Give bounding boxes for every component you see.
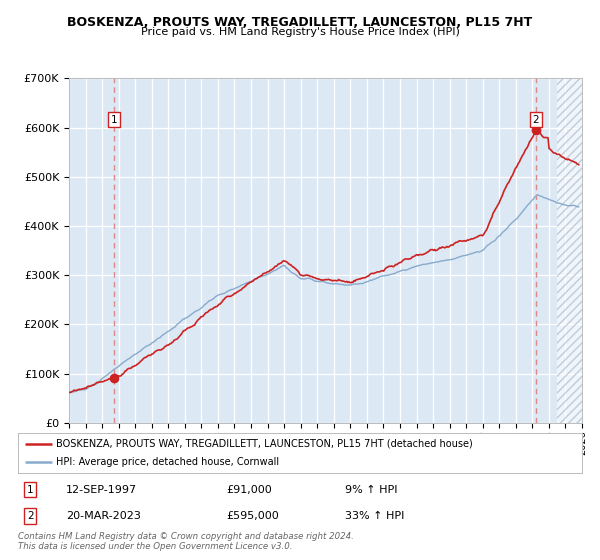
Text: 20-MAR-2023: 20-MAR-2023 bbox=[66, 511, 141, 521]
Text: 1: 1 bbox=[110, 115, 117, 125]
Text: HPI: Average price, detached house, Cornwall: HPI: Average price, detached house, Corn… bbox=[56, 458, 280, 467]
Bar bbox=[557, 78, 582, 423]
Text: BOSKENZA, PROUTS WAY, TREGADILLETT, LAUNCESTON, PL15 7HT: BOSKENZA, PROUTS WAY, TREGADILLETT, LAUN… bbox=[67, 16, 533, 29]
Text: BOSKENZA, PROUTS WAY, TREGADILLETT, LAUNCESTON, PL15 7HT (detached house): BOSKENZA, PROUTS WAY, TREGADILLETT, LAUN… bbox=[56, 439, 473, 449]
Text: Price paid vs. HM Land Registry's House Price Index (HPI): Price paid vs. HM Land Registry's House … bbox=[140, 27, 460, 37]
Text: 1: 1 bbox=[27, 485, 34, 495]
Text: 2: 2 bbox=[533, 115, 539, 125]
Text: £595,000: £595,000 bbox=[227, 511, 280, 521]
Text: 33% ↑ HPI: 33% ↑ HPI bbox=[345, 511, 404, 521]
Bar bbox=[557, 78, 582, 423]
Text: £91,000: £91,000 bbox=[227, 485, 272, 495]
Text: 9% ↑ HPI: 9% ↑ HPI bbox=[345, 485, 398, 495]
Text: Contains HM Land Registry data © Crown copyright and database right 2024.
This d: Contains HM Land Registry data © Crown c… bbox=[18, 532, 354, 552]
Text: 2: 2 bbox=[27, 511, 34, 521]
Text: 12-SEP-1997: 12-SEP-1997 bbox=[66, 485, 137, 495]
